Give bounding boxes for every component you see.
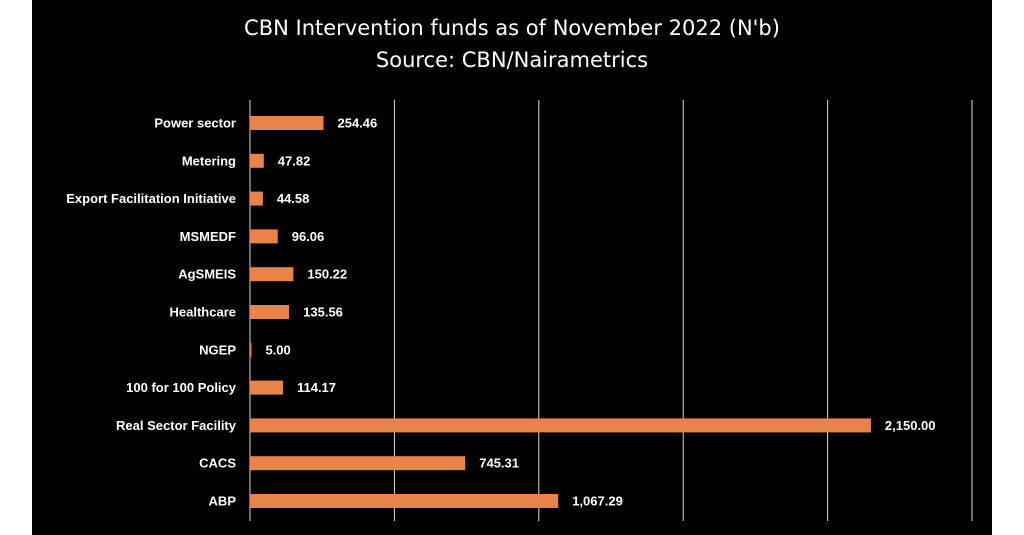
category-label: Real Sector Facility <box>116 418 237 433</box>
chart-title: CBN Intervention funds as of November 20… <box>244 16 780 40</box>
category-label: CACS <box>199 456 236 471</box>
data-label: 135.56 <box>303 305 343 320</box>
chart-subtitle: Source: CBN/Nairametrics <box>375 48 649 72</box>
data-label: 114.17 <box>297 380 336 395</box>
category-label: Metering <box>182 153 236 168</box>
category-label: AgSMEIS <box>178 267 236 282</box>
bar <box>250 305 290 319</box>
data-label: 47.82 <box>278 153 311 168</box>
data-label: 2,150.00 <box>885 418 936 433</box>
bar <box>250 456 466 471</box>
category-label: Healthcare <box>170 305 236 320</box>
bar <box>250 494 559 508</box>
data-label: 1,067.29 <box>572 494 623 509</box>
bar <box>250 191 263 206</box>
data-label: 5.00 <box>265 342 290 357</box>
data-label: 254.46 <box>337 116 377 131</box>
category-label: NGEP <box>199 342 236 357</box>
data-label: 745.31 <box>479 456 519 471</box>
chart-frame: CBN Intervention funds as of November 20… <box>32 0 992 535</box>
bar <box>250 229 278 244</box>
category-label: ABP <box>209 494 237 509</box>
data-label: 150.22 <box>307 267 347 282</box>
bar-chart: Power sector 254.46 Metering 47.82 Export Fa… <box>66 100 973 521</box>
category-label: Power sector <box>154 116 236 131</box>
bar <box>250 342 252 357</box>
bar <box>250 380 283 395</box>
bar <box>250 116 324 130</box>
category-label: Export Facilitation Initiative <box>66 191 236 206</box>
category-label: 100 for 100 Policy <box>126 380 237 395</box>
bar <box>250 418 871 433</box>
bar <box>250 153 264 168</box>
category-label: MSMEDF <box>180 229 236 244</box>
data-label: 96.06 <box>292 229 325 244</box>
data-label: 44.58 <box>277 191 310 206</box>
bar <box>250 267 294 282</box>
